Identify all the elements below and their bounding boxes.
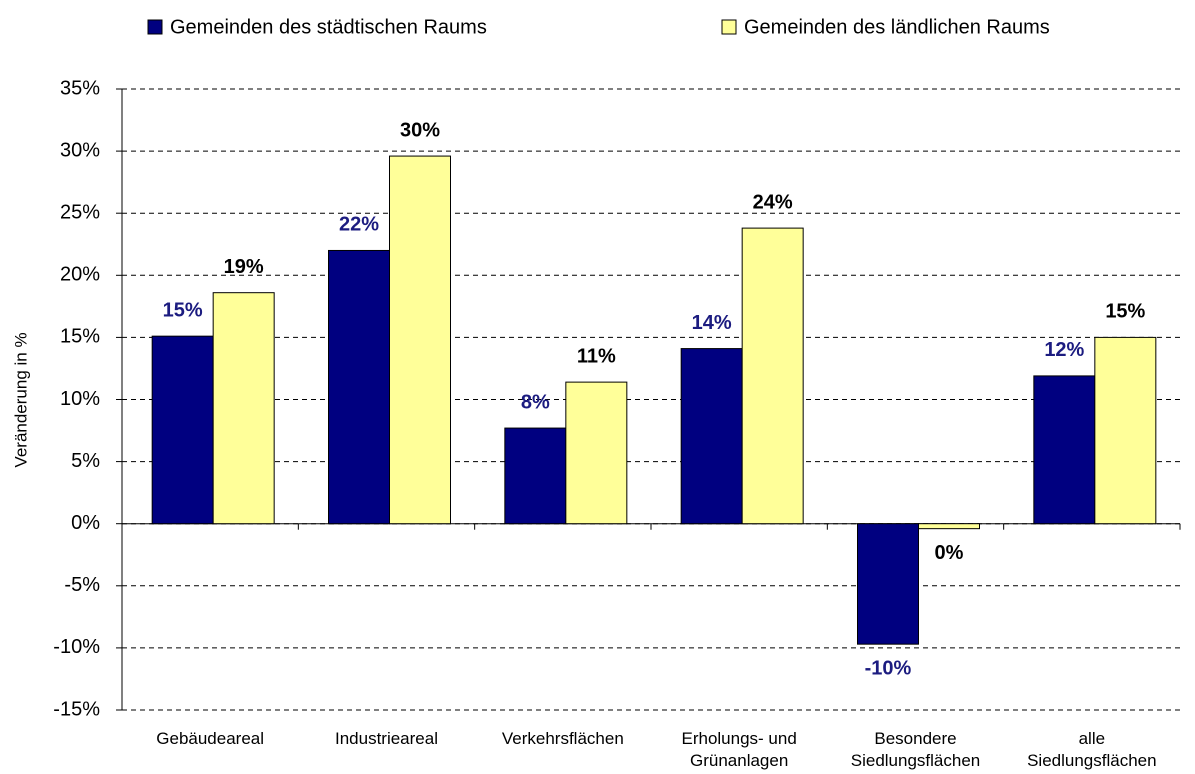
legend-label: Gemeinden des städtischen Raums — [170, 16, 487, 38]
y-tick-label: -5% — [64, 574, 100, 596]
legend-swatch — [147, 19, 163, 35]
data-label: -10% — [865, 657, 912, 679]
data-label: 24% — [753, 191, 793, 213]
x-tick-label: Gebäudeareal — [156, 729, 265, 748]
bar — [328, 249, 390, 525]
bar — [151, 335, 214, 525]
x-tick-label: alle Siedlungsflächen — [1027, 729, 1157, 770]
y-tick-label: -10% — [53, 636, 100, 658]
bar — [857, 523, 919, 645]
y-tick-label: 0% — [71, 512, 100, 534]
x-tick-label: Erholungs- und Grünanlagen — [681, 729, 797, 770]
bar — [1094, 336, 1157, 525]
legend-label: Gemeinden des ländlichen Raums — [744, 16, 1050, 38]
bar — [918, 523, 980, 530]
y-tick-label: 10% — [60, 388, 100, 410]
data-label: 19% — [224, 256, 264, 278]
bar — [212, 292, 275, 525]
legend-swatch — [721, 19, 737, 35]
x-tick-label: Verkehrsflächen — [501, 729, 624, 748]
bar — [1033, 375, 1096, 525]
y-tick-label: 30% — [60, 139, 100, 161]
data-label: 0% — [935, 542, 964, 564]
data-label: 12% — [1044, 339, 1084, 361]
y-tick-label: -15% — [53, 698, 100, 720]
bar — [504, 427, 567, 525]
data-label: 15% — [163, 299, 203, 321]
y-tick-label: 25% — [60, 201, 100, 223]
data-label: 8% — [521, 391, 550, 413]
y-tick-label: 5% — [71, 450, 100, 472]
y-tick-label: 15% — [60, 326, 100, 348]
data-label: 11% — [577, 345, 616, 367]
y-tick-label: 35% — [60, 77, 100, 99]
data-label: 22% — [339, 214, 379, 236]
data-label: 15% — [1105, 301, 1145, 323]
y-axis-label: Veränderung in % — [11, 332, 30, 467]
data-label: 30% — [400, 119, 440, 141]
bar — [680, 348, 743, 525]
bar — [741, 227, 804, 525]
x-tick-label: Industrieareal — [334, 729, 438, 748]
bar — [565, 381, 628, 525]
bar — [389, 155, 451, 525]
x-tick-label: Besondere Siedlungsflächen — [850, 729, 981, 770]
y-tick-label: 20% — [60, 264, 100, 286]
data-label: 14% — [692, 312, 732, 334]
